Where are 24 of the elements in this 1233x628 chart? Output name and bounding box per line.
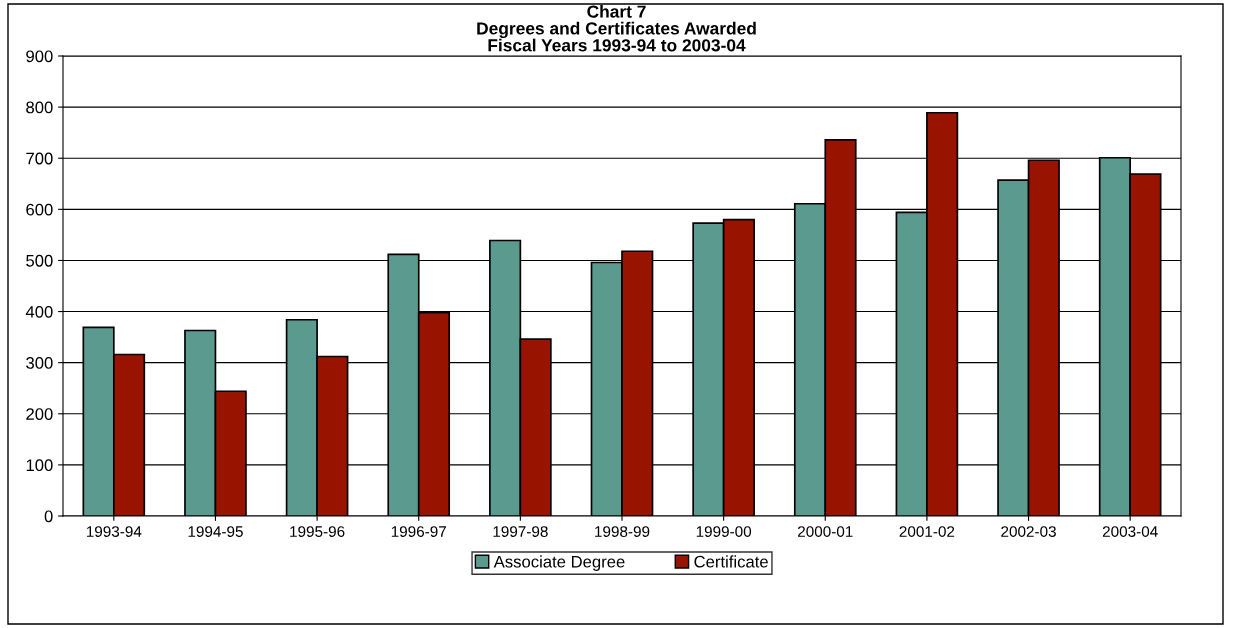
- x-tick-label: 1998-99: [595, 526, 650, 537]
- x-tick-label: 1997-98: [493, 526, 548, 537]
- y-tick-label: 500: [26, 254, 53, 267]
- x-tick-label: 1999-00: [696, 526, 752, 537]
- y-tick-label: 900: [26, 50, 53, 63]
- x-tick-label: 2002-03: [1001, 526, 1056, 537]
- x-tick-label: 2001-02: [899, 526, 955, 537]
- y-tick-label: 400: [25, 305, 53, 318]
- y-tick-label: 0: [44, 510, 53, 523]
- x-tick-label: 1994-95: [188, 526, 243, 537]
- y-tick-label: 300: [26, 357, 53, 369]
- legend-label: Certificate: [694, 555, 768, 568]
- x-tick-label: 2003-04: [1102, 526, 1158, 537]
- y-tick-label: 200: [26, 408, 53, 420]
- x-tick-label: 1993-94: [86, 526, 142, 537]
- x-tick-label: 1995-96: [290, 526, 345, 537]
- legend-label: Associate Degree: [493, 555, 625, 571]
- y-tick-label: 700: [26, 152, 53, 165]
- x-tick-label: 2000-01: [798, 526, 853, 537]
- y-tick-label: 600: [26, 203, 53, 216]
- y-tick-label: 800: [26, 101, 53, 114]
- x-tick-label: 1996-97: [391, 526, 446, 537]
- y-tick-label: 100: [26, 459, 53, 472]
- chart-title: Chart 7 Degrees and Certificates Awarded Fiscal Years 1993-94 to 2003-04: [477, 5, 756, 52]
